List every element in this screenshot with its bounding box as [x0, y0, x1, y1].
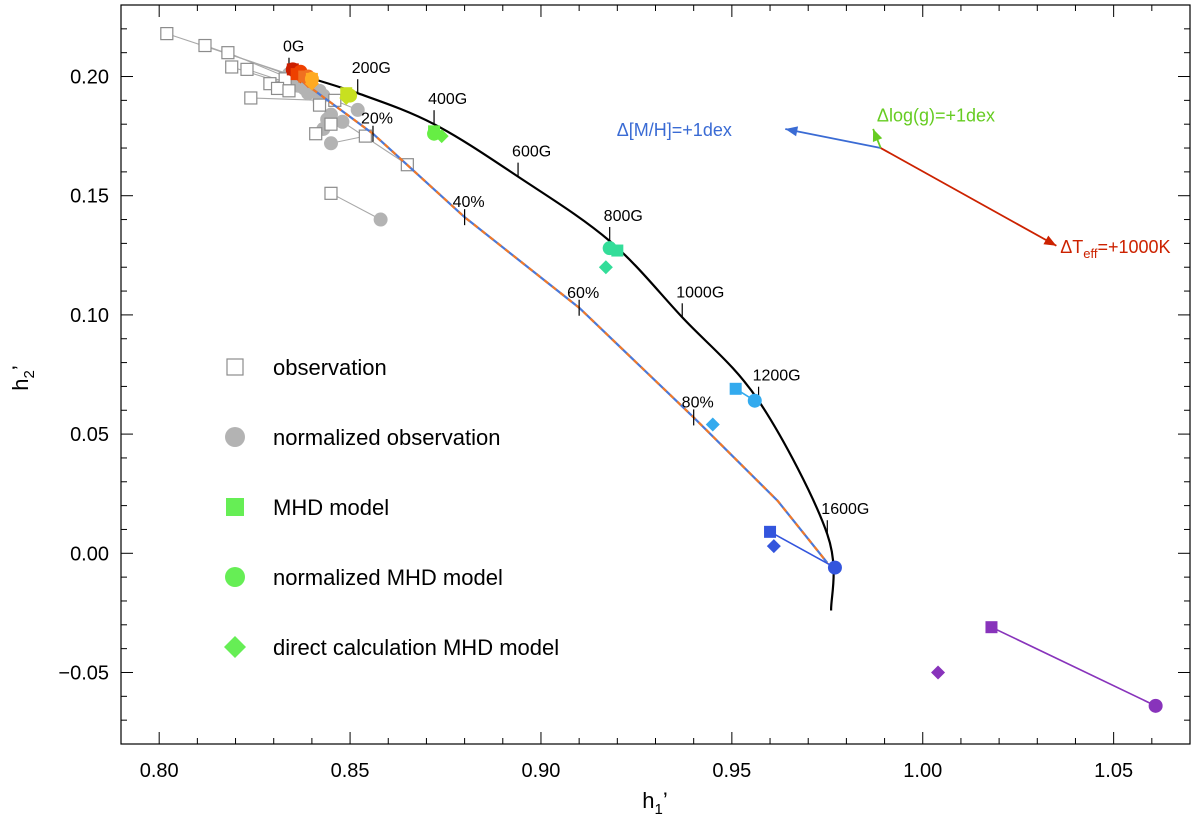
y-tick-label: 0.05: [70, 424, 109, 446]
filling-factor-curve-blue: [288, 70, 829, 564]
sensitivity-label-teff: ΔTeff=+1000K: [1060, 237, 1170, 261]
y-axis-title-prime: ’: [8, 365, 33, 370]
normalized-observation-point: [323, 136, 338, 151]
sensitivity-arrowhead-teff: [1043, 235, 1057, 246]
observation-point: [198, 38, 212, 53]
normalized-mhd-point: [427, 126, 442, 141]
observation-point: [244, 91, 258, 105]
model-link: [769, 531, 836, 569]
observation-point: [270, 81, 285, 96]
x-tick-label: 1.00: [903, 760, 942, 782]
y-tick-label: 0.00: [70, 543, 109, 565]
observation-point: [282, 84, 296, 98]
field-strength-curve: [288, 70, 835, 611]
sensitivity-arrowhead-metal: [785, 126, 799, 137]
x-tick-label: 0.90: [521, 760, 560, 782]
teff-label-tail: =+1000K: [1097, 237, 1170, 257]
x-axis-title-main: h: [642, 788, 654, 813]
x-tick-label: 0.95: [712, 760, 751, 782]
normalized-mhd-point: [1148, 698, 1163, 713]
normalized-mhd-point: [602, 241, 617, 256]
x-tick-label: 0.80: [140, 760, 179, 782]
observation-point: [324, 117, 338, 131]
observation-link: [330, 192, 381, 221]
normalized-mhd-point: [747, 393, 762, 408]
field-strength-label: 0G: [283, 39, 304, 56]
observation-point: [240, 62, 254, 76]
legend-marker-mhd-model: [226, 498, 244, 516]
x-axis-title-prime: ’: [663, 788, 668, 813]
mhd-model-point: [985, 621, 998, 634]
normalized-mhd-point: [343, 88, 358, 103]
sensitivity-arrow-metal: [785, 128, 881, 149]
teff-label-sub: eff: [1083, 246, 1098, 261]
y-tick-label: −0.05: [58, 662, 109, 684]
legend-marker-observation: [226, 358, 244, 376]
field-strength-label: 1200G: [753, 368, 801, 385]
sensitivity-label-logg: Δlog(g)=+1dex: [877, 106, 995, 126]
field-strength-label: 1600G: [821, 501, 869, 518]
x-tick-label: 1.05: [1094, 760, 1133, 782]
y-tick-label: 0.20: [70, 67, 109, 89]
normalized-mhd-point: [304, 71, 319, 86]
legend-marker-normalized-mhd-model: [225, 567, 245, 587]
observation-point: [221, 46, 235, 60]
y-tick-label: 0.15: [70, 186, 109, 208]
legend-label: normalized MHD model: [273, 565, 503, 590]
x-axis-title: h1’: [642, 788, 667, 818]
legend-label: direct calculation MHD model: [273, 635, 559, 660]
mhd-model-point: [764, 525, 777, 538]
legend-marker-normalized-observation: [225, 427, 245, 447]
observation-point: [225, 60, 239, 74]
filling-factor-curve-orange: [288, 70, 829, 564]
observation-point: [358, 129, 372, 143]
filling-factor-label: 40%: [453, 194, 485, 211]
mhd-model-point: [611, 244, 624, 257]
filling-factor-label: 20%: [361, 111, 393, 128]
direct-calculation-point: [766, 539, 781, 554]
filling-factor-label: 80%: [682, 394, 714, 411]
field-strength-label: 400G: [428, 91, 467, 108]
observation-point: [324, 186, 338, 200]
field-strength-label: 600G: [512, 144, 551, 161]
legend-label: normalized observation: [273, 425, 500, 450]
field-strength-label: 200G: [352, 60, 391, 77]
sensitivity-label-metal: Δ[M/H]=+1dex: [617, 120, 732, 140]
y-tick-label: 0.10: [70, 305, 109, 327]
y-axis-title: h2’: [8, 365, 38, 390]
x-axis-title-sub: 1: [655, 801, 663, 818]
x-tick-label: 0.85: [331, 760, 370, 782]
field-strength-label: 800G: [604, 208, 643, 225]
mhd-model-point: [729, 382, 742, 395]
teff-label-main: ΔT: [1060, 237, 1083, 257]
sensitivity-arrowhead-logg: [872, 128, 883, 142]
normalized-observation-point: [373, 212, 388, 227]
observation-point: [309, 127, 323, 141]
legend-label: observation: [273, 355, 387, 380]
legend-label: MHD model: [273, 495, 389, 520]
observation-point: [160, 27, 174, 41]
observation-link: [342, 121, 408, 166]
legend-marker-direct-calculation: [224, 636, 246, 658]
direct-calculation-point: [598, 260, 613, 275]
direct-calculation-point: [931, 665, 946, 680]
field-strength-label: 1000G: [676, 284, 724, 301]
observation-point: [312, 98, 327, 112]
sensitivity-arrow-teff: [880, 147, 1057, 247]
direct-calculation-point: [705, 417, 720, 432]
normalized-observation-point: [335, 114, 350, 129]
filling-factor-label: 60%: [567, 285, 599, 302]
normalized-mhd-point: [827, 560, 842, 575]
y-axis-title-sub: 2: [21, 370, 38, 378]
model-link: [991, 626, 1156, 707]
y-axis-title-main: h: [8, 378, 33, 390]
normalized-observation-point: [350, 102, 365, 117]
